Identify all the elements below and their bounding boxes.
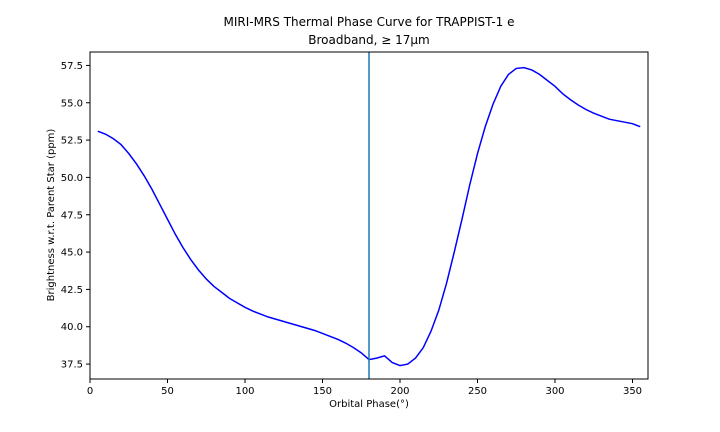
x-axis-label: Orbital Phase(°)	[329, 399, 409, 410]
y-tick-label: 55.0	[61, 98, 83, 109]
x-axis-ticks: 0 50 100 150 200 250 300 350	[87, 379, 642, 397]
y-tick-label: 50.0	[61, 173, 83, 184]
y-axis-ticks: 37.5 40.0 42.5 45.0 47.5 50.0 52.5 55.0 57.5	[61, 61, 90, 371]
axes-frame	[89, 51, 649, 380]
x-tick-label: 150	[313, 386, 332, 397]
x-tick-label: 0	[87, 386, 93, 397]
x-tick-label: 350	[623, 386, 642, 397]
y-tick-label: 52.5	[61, 136, 83, 147]
y-tick-label: 57.5	[61, 61, 83, 72]
plot-area	[89, 51, 649, 380]
x-tick-label: 250	[468, 386, 487, 397]
y-tick-label: 40.0	[61, 322, 83, 333]
y-tick-label: 37.5	[61, 360, 83, 371]
x-tick-label: 300	[545, 386, 564, 397]
y-axis-label: Brightness w.r.t. Parent Star (ppm)	[46, 129, 57, 302]
x-tick-label: 100	[235, 386, 254, 397]
y-tick-label: 47.5	[61, 210, 83, 221]
x-tick-label: 50	[161, 386, 174, 397]
chart-subtitle: Broadband, ≥ 17μm	[308, 33, 430, 47]
x-tick-label: 200	[390, 386, 409, 397]
y-tick-label: 42.5	[61, 285, 83, 296]
y-tick-label: 45.0	[61, 248, 83, 259]
chart-title: MIRI-MRS Thermal Phase Curve for TRAPPIS…	[223, 15, 514, 29]
